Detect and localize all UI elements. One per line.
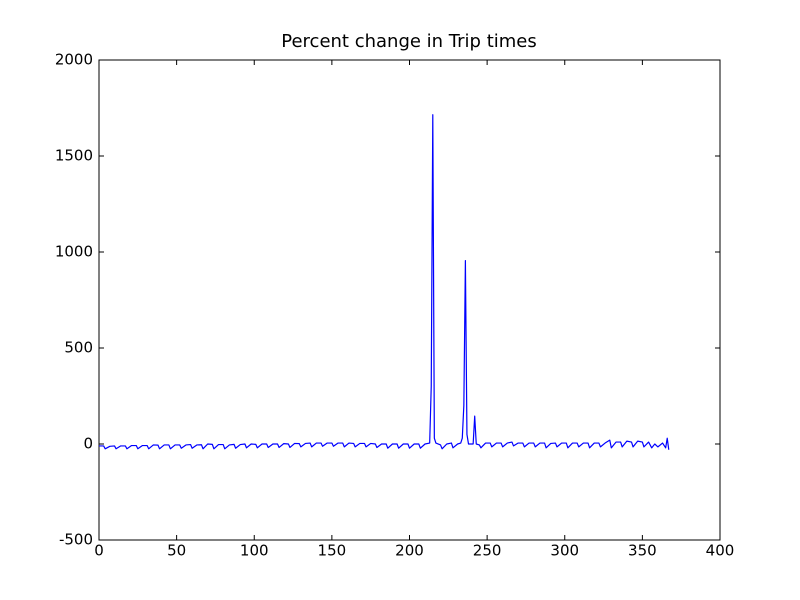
y-tick-label: 2000 [55, 51, 93, 69]
x-tick-label: 400 [706, 542, 735, 560]
x-tick-label: 200 [395, 542, 424, 560]
x-tick-label: 50 [167, 542, 186, 560]
y-tick-label: 1000 [55, 243, 93, 261]
y-tick-label: 500 [64, 339, 93, 357]
y-tick-label: 1500 [55, 147, 93, 165]
chart-title: Percent change in Trip times [281, 31, 537, 52]
y-tick-label: -500 [59, 531, 93, 549]
x-tick-label: 100 [240, 542, 269, 560]
data-line [99, 114, 670, 450]
x-tick-label: 300 [550, 542, 579, 560]
x-tick-label: 150 [318, 542, 347, 560]
x-tick-label: 0 [94, 542, 104, 560]
axes-frame [98, 59, 721, 541]
x-tick-label: 250 [473, 542, 502, 560]
x-tick-label: 350 [628, 542, 657, 560]
y-tick-label: 0 [83, 435, 93, 453]
